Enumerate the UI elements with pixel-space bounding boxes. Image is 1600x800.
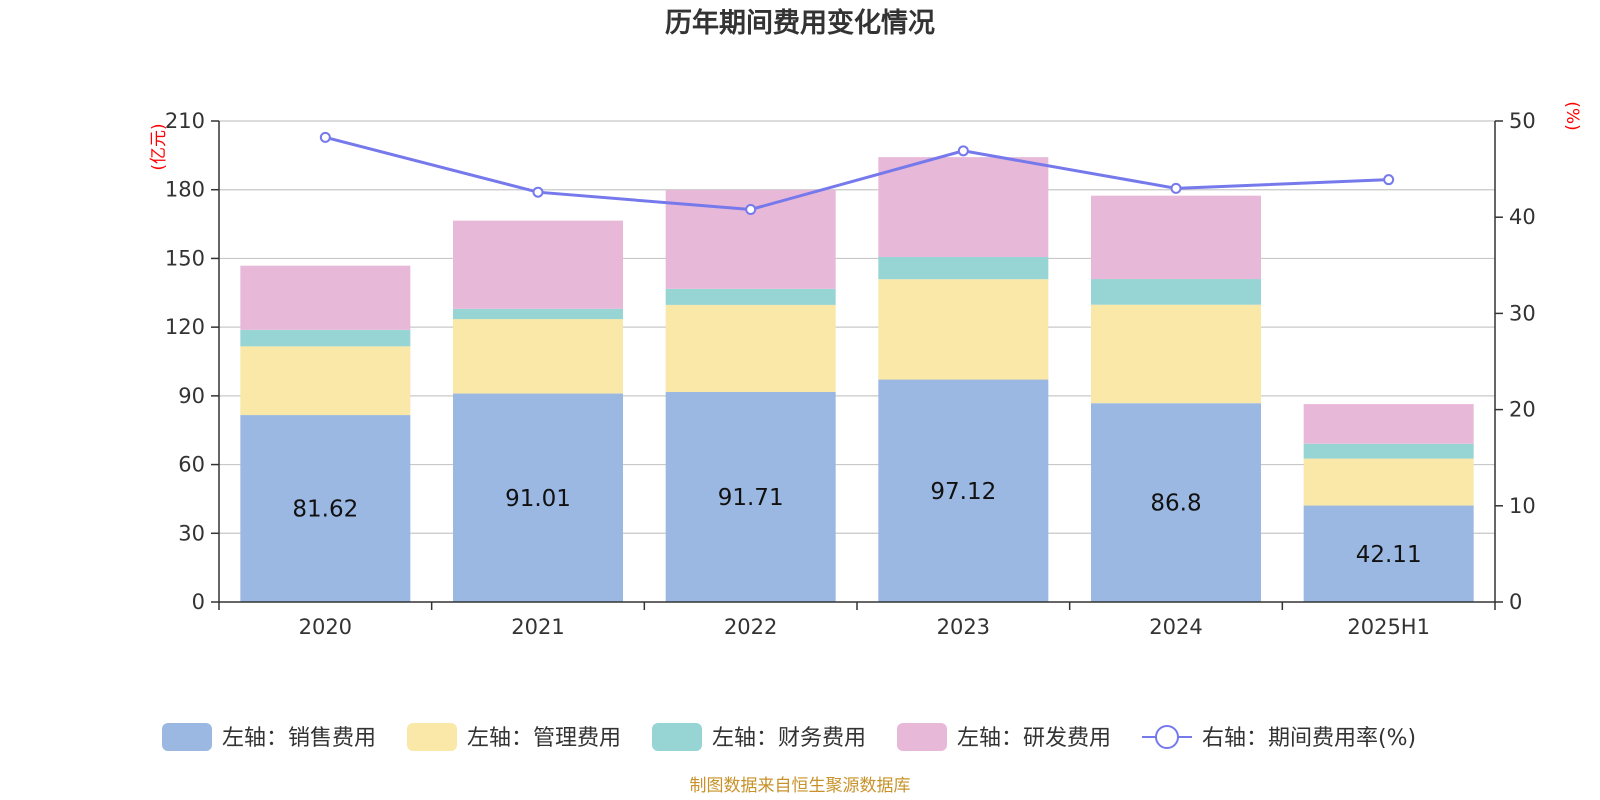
bar-segment xyxy=(878,257,1049,280)
bar-segment xyxy=(1303,505,1474,602)
bar-segment xyxy=(1091,279,1261,305)
left-axis-unit: (亿元) xyxy=(149,123,169,170)
legend-label: 左轴：管理费用 xyxy=(467,726,621,751)
rate-point xyxy=(1383,174,1395,186)
legend-label: 右轴：期间费用率(%) xyxy=(1202,726,1416,751)
bar-segment xyxy=(240,346,411,416)
rate-point xyxy=(1170,182,1182,194)
legend-item: 左轴：管理费用 xyxy=(407,723,621,751)
bar-segment xyxy=(453,393,623,602)
left-tick-label: 0 xyxy=(192,590,205,614)
bar-segment xyxy=(1303,458,1474,506)
bar-value-label: 97.12 xyxy=(930,479,996,505)
x-tick-label: 2022 xyxy=(724,615,777,639)
chart-title: 历年期间费用变化情况 xyxy=(665,7,935,39)
right-tick-label: 50 xyxy=(1509,109,1536,133)
x-tick-label: 2021 xyxy=(511,615,564,639)
bar-segment xyxy=(240,265,411,330)
bar-segment xyxy=(453,220,623,309)
bar-series xyxy=(240,157,1474,602)
bar-segment xyxy=(878,379,1049,602)
bar-segment xyxy=(665,288,836,305)
x-tick-label: 2020 xyxy=(299,615,352,639)
left-tick-label: 30 xyxy=(178,521,205,545)
bar-segment xyxy=(240,329,411,347)
right-axis-unit: (%) xyxy=(1562,101,1582,130)
x-tick-label: 2025H1 xyxy=(1347,615,1430,639)
bar-value-label: 91.01 xyxy=(505,486,571,512)
legend-swatch xyxy=(407,723,457,751)
right-tick-label: 30 xyxy=(1509,301,1536,325)
bar-segment xyxy=(878,157,1049,258)
bar-segment xyxy=(1091,304,1261,404)
rate-line-series xyxy=(319,131,1395,216)
bar-value-label: 42.11 xyxy=(1356,542,1422,568)
bar-segment xyxy=(240,415,411,602)
legend-label: 左轴：研发费用 xyxy=(957,726,1111,751)
legend-item: 左轴：销售费用 xyxy=(162,723,376,751)
x-tick-label: 2023 xyxy=(937,615,990,639)
legend: 左轴：销售费用 左轴：管理费用 左轴：财务费用 左轴：研发费用 右轴：期间费用率(%) xyxy=(162,723,1416,751)
bar-value-label: 86.8 xyxy=(1150,491,1201,517)
bar-segment xyxy=(1303,443,1474,459)
legend-item: 左轴：财务费用 xyxy=(652,723,866,751)
legend-swatch xyxy=(652,723,702,751)
right-tick-label: 10 xyxy=(1509,494,1536,518)
bar-segment xyxy=(665,304,836,392)
bar-segment xyxy=(665,391,836,602)
right-tick-label: 40 xyxy=(1509,205,1536,229)
legend-item: 左轴：研发费用 xyxy=(897,723,1111,751)
rate-point xyxy=(532,186,544,198)
left-tick-label: 60 xyxy=(178,453,205,477)
bar-value-label: 91.71 xyxy=(718,485,784,511)
bar-segment xyxy=(878,279,1049,380)
legend-swatch xyxy=(162,723,212,751)
left-tick-label: 120 xyxy=(165,315,205,339)
bar-value-labels: 81.62 91.01 91.71 97.12 86.8 42.11 xyxy=(292,479,1421,568)
source-note: 制图数据来自恒生聚源数据库 xyxy=(690,776,911,796)
legend-point-swatch xyxy=(1155,725,1179,749)
right-tick-label: 20 xyxy=(1509,398,1536,422)
legend-label: 左轴：财务费用 xyxy=(712,726,866,751)
bar-segment xyxy=(453,319,623,394)
rate-point xyxy=(319,131,331,143)
rate-line xyxy=(324,135,1389,212)
bar-segment xyxy=(1303,404,1474,444)
left-tick-label: 90 xyxy=(178,384,205,408)
right-tick-label: 0 xyxy=(1509,590,1522,614)
bar-segment xyxy=(1091,403,1261,602)
left-tick-label: 180 xyxy=(165,178,205,202)
x-tick-label: 2024 xyxy=(1149,615,1202,639)
bar-segment xyxy=(453,308,623,320)
rate-point xyxy=(745,204,757,216)
axes: 0 30 60 90 120 150 180 210 0 10 20 30 40 50 2020 2021 20… xyxy=(165,109,1536,639)
left-tick-label: 210 xyxy=(165,109,205,133)
left-tick-label: 150 xyxy=(165,246,205,270)
legend-label: 左轴：销售费用 xyxy=(222,726,376,751)
rate-point xyxy=(957,145,969,157)
bar-segment xyxy=(1091,195,1261,280)
legend-item: 右轴：期间费用率(%) xyxy=(1142,725,1416,751)
legend-swatch xyxy=(897,723,947,751)
bar-value-label: 81.62 xyxy=(292,497,358,523)
grid-lines xyxy=(219,120,1495,534)
